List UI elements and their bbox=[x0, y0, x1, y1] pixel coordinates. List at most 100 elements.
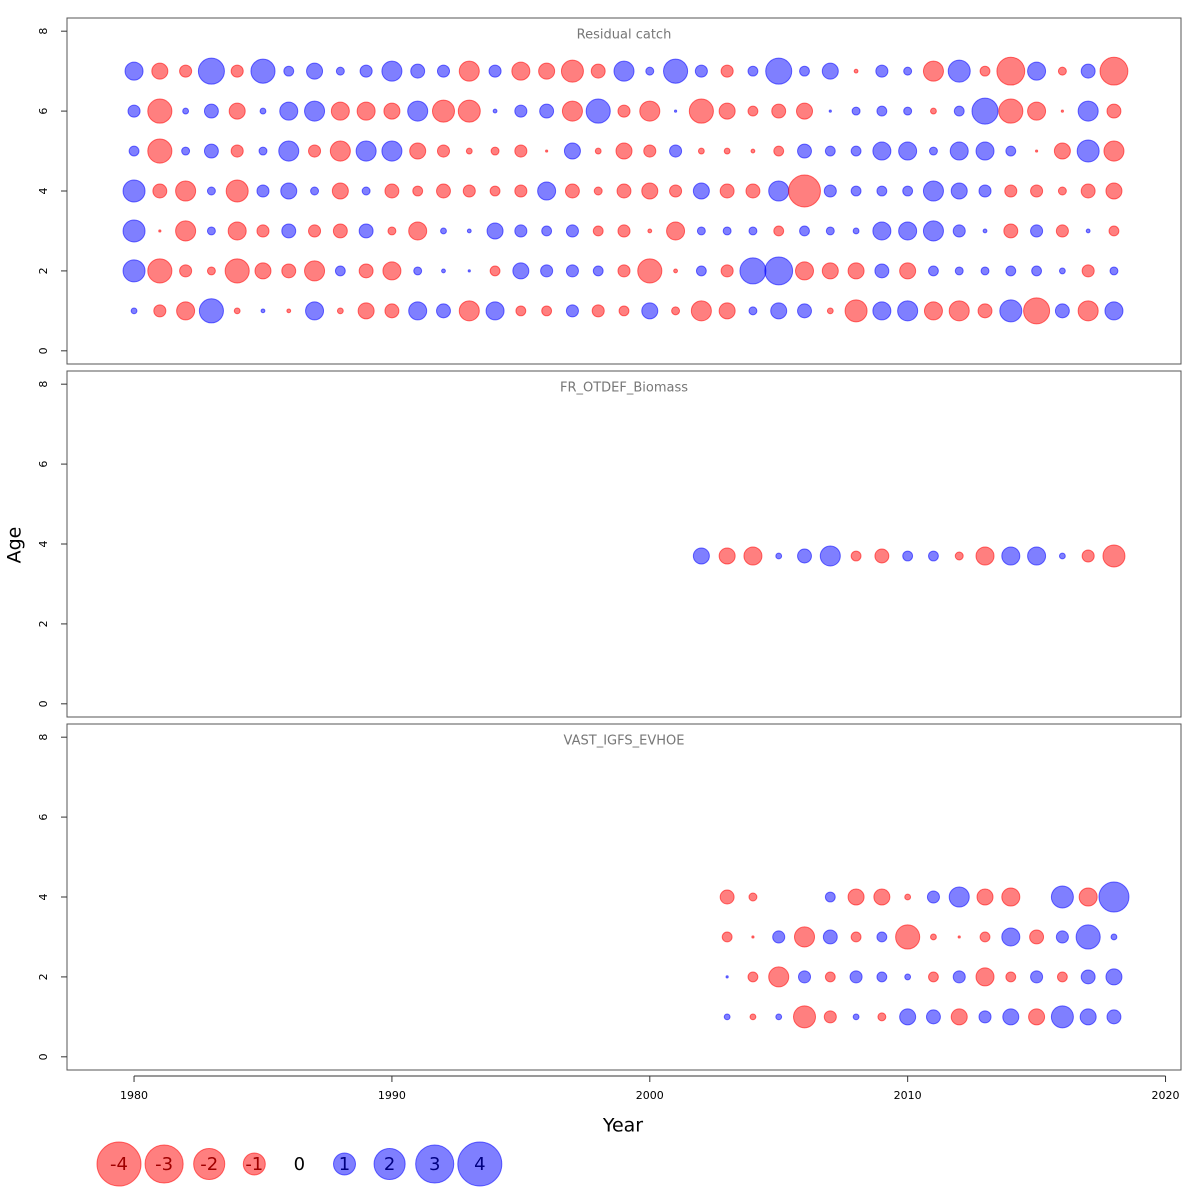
bubble bbox=[851, 106, 861, 116]
y-tick-label: 8 bbox=[37, 734, 50, 741]
bubble bbox=[413, 266, 423, 276]
bubble bbox=[197, 57, 225, 85]
bubble bbox=[928, 265, 939, 277]
bubble bbox=[617, 104, 631, 118]
bubble bbox=[250, 58, 276, 84]
bubble bbox=[227, 221, 247, 241]
bubble bbox=[585, 98, 611, 124]
bubble bbox=[1077, 100, 1099, 122]
bubble bbox=[750, 148, 756, 154]
bubble bbox=[355, 140, 377, 162]
bubble bbox=[721, 931, 733, 943]
bubble bbox=[925, 1009, 941, 1025]
bubble bbox=[773, 145, 785, 157]
bubble bbox=[436, 144, 451, 158]
bubble bbox=[718, 102, 736, 120]
bubble bbox=[616, 183, 632, 199]
bubble bbox=[514, 104, 528, 118]
bubble bbox=[410, 63, 426, 79]
bubble bbox=[643, 144, 657, 158]
bubble bbox=[897, 300, 919, 322]
bubble bbox=[537, 181, 557, 201]
bubble bbox=[1053, 142, 1071, 160]
bubble bbox=[1027, 61, 1047, 81]
bubble bbox=[673, 268, 678, 274]
y-tick-label: 8 bbox=[37, 381, 50, 388]
legend-bubble bbox=[333, 1152, 356, 1176]
bubble bbox=[922, 220, 944, 242]
panel-title: Residual catch bbox=[577, 28, 672, 43]
bubble bbox=[458, 300, 480, 322]
bubble bbox=[903, 66, 913, 76]
bubble bbox=[645, 66, 655, 76]
bubble bbox=[720, 64, 734, 78]
bubble bbox=[902, 550, 914, 562]
legend-bubble bbox=[373, 1147, 406, 1181]
bubble bbox=[181, 146, 191, 156]
bubble bbox=[1077, 300, 1099, 322]
bubble bbox=[1030, 224, 1044, 238]
bubble bbox=[280, 182, 298, 200]
bubble bbox=[1029, 929, 1045, 945]
bubble bbox=[206, 266, 216, 276]
bubble bbox=[999, 299, 1023, 323]
bubble bbox=[641, 182, 659, 200]
bubble bbox=[127, 104, 141, 118]
bubble bbox=[720, 264, 734, 278]
bubble bbox=[768, 180, 790, 202]
bubble bbox=[359, 64, 373, 78]
bubble bbox=[695, 265, 707, 277]
bubble bbox=[230, 64, 244, 78]
bubble bbox=[947, 59, 971, 83]
bubble bbox=[128, 145, 140, 157]
bubble bbox=[979, 65, 991, 77]
bubble bbox=[748, 226, 758, 236]
bubble bbox=[565, 304, 579, 318]
bubble bbox=[383, 102, 401, 120]
bubble bbox=[259, 107, 267, 115]
bubble bbox=[692, 547, 710, 565]
bubble bbox=[1003, 223, 1019, 239]
bubble bbox=[485, 301, 505, 321]
bubble bbox=[873, 888, 891, 906]
bubble bbox=[1075, 924, 1101, 950]
bubble bbox=[283, 65, 295, 77]
bubble bbox=[666, 221, 686, 241]
bubble bbox=[775, 1013, 783, 1021]
bubble bbox=[408, 301, 428, 321]
bubble bbox=[1055, 224, 1069, 238]
bubble bbox=[904, 893, 912, 901]
bubble bbox=[694, 64, 708, 78]
bubble bbox=[795, 261, 815, 281]
bubble bbox=[1004, 184, 1018, 198]
bubble bbox=[775, 552, 783, 560]
bubble bbox=[1005, 971, 1017, 983]
bubble bbox=[930, 107, 937, 115]
bubble bbox=[308, 144, 322, 158]
bubble bbox=[228, 102, 246, 120]
bubble bbox=[788, 174, 821, 208]
bubble bbox=[743, 546, 763, 566]
bubble bbox=[922, 60, 944, 82]
bubble bbox=[764, 256, 794, 286]
y-tick-label: 2 bbox=[37, 620, 50, 627]
bubble bbox=[441, 268, 446, 274]
bubble bbox=[281, 223, 297, 239]
bubble bbox=[331, 182, 349, 200]
bubble bbox=[872, 141, 892, 161]
bubble bbox=[1085, 228, 1091, 234]
bubble bbox=[431, 99, 455, 123]
bubble bbox=[669, 184, 683, 198]
bubble bbox=[179, 264, 193, 278]
bubble bbox=[1050, 1005, 1074, 1029]
bubble bbox=[122, 219, 146, 243]
bubble bbox=[175, 220, 197, 242]
bubble bbox=[898, 221, 918, 241]
bubble bbox=[1060, 109, 1064, 113]
bubble bbox=[898, 141, 918, 161]
bubble bbox=[998, 98, 1024, 124]
bubble bbox=[260, 308, 266, 314]
bubble bbox=[436, 303, 451, 319]
bubble bbox=[971, 97, 999, 125]
